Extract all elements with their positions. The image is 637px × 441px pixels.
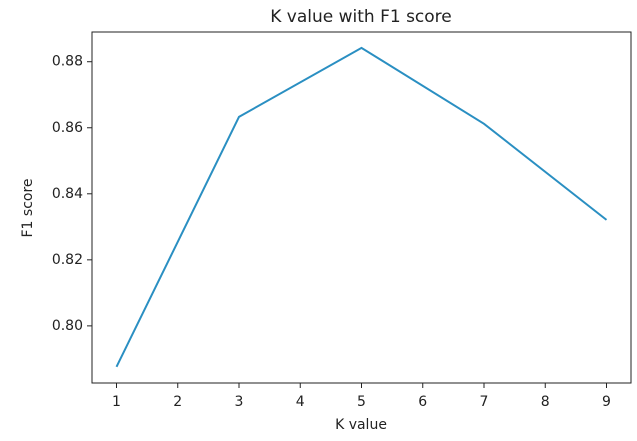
x-tick-label: 2 [173,394,182,410]
x-tick-label: 7 [480,394,489,410]
x-tick-label: 6 [418,394,427,410]
y-tick-label: 0.86 [52,120,83,136]
x-tick-label: 9 [602,394,611,410]
chart-title: K value with F1 score [270,7,452,27]
data-line [115,46,608,368]
plot-frame [91,31,632,384]
x-tick-label: 4 [296,394,305,410]
x-tick-label: 1 [112,394,121,410]
x-tick-label: 8 [541,394,550,410]
x-axis-label: K value [335,417,387,433]
y-tick-label: 0.80 [52,318,83,334]
y-axis-label: F1 score [20,178,36,237]
y-tick-label: 0.88 [52,54,83,70]
y-tick-label: 0.84 [52,186,83,202]
y-tick-label: 0.82 [52,252,83,268]
x-tick-label: 3 [235,394,244,410]
x-tick-label: 5 [357,394,366,410]
